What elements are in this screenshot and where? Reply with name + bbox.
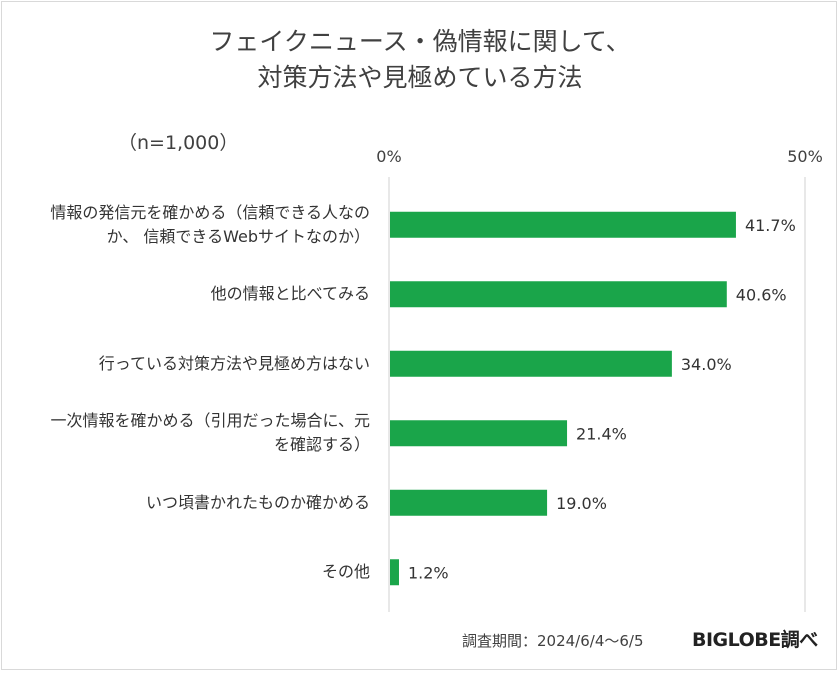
category-label-line: いつ頃書かれたものか確かめる <box>145 492 370 512</box>
category-label-line: を確認する） <box>273 435 370 455</box>
x-tick-label: 50% <box>787 147 823 166</box>
category-label: 行っている対策方法や見極め方はない <box>99 352 370 376</box>
value-label: 1.2% <box>408 563 449 582</box>
value-label: 21.4% <box>576 424 627 443</box>
x-tick-label: 0% <box>376 147 401 166</box>
sample-size-note: （n=1,000） <box>118 132 239 154</box>
category-label: 情報の発信元を確かめる（信頼できる人なのか、 信頼できるWebサイトなのか） <box>50 201 370 249</box>
category-label-line: 行っている対策方法や見極め方はない <box>98 353 370 373</box>
bar <box>390 281 727 308</box>
category-label-line: その他 <box>321 562 370 582</box>
bar <box>390 489 548 516</box>
chart-title-line1: フェイクニュース・偽情報に関して、 <box>209 27 631 56</box>
category-label-line: 情報の発信元を確かめる（信頼できる人なの <box>50 202 370 222</box>
bar <box>390 559 399 586</box>
value-label: 34.0% <box>681 355 732 374</box>
chart-title-line2: 対策方法や見極めている方法 <box>257 63 583 92</box>
category-label: いつ頃書かれたものか確かめる <box>146 491 370 515</box>
brand-credit: BIGLOBE調べ <box>692 629 818 651</box>
bar <box>390 350 672 377</box>
value-label: 19.0% <box>556 494 607 513</box>
value-label: 40.6% <box>736 285 787 304</box>
category-label-line: 一次情報を確かめる（引用だった場合に、元 <box>50 411 370 431</box>
survey-period: 調査期間：2024/6/4～6/5 <box>462 632 644 650</box>
category-label-line: 他の情報と比べてみる <box>210 284 370 304</box>
category-label: その他 <box>322 560 370 584</box>
chart-title: フェイクニュース・偽情報に関して、 対策方法や見極めている方法 <box>0 24 840 96</box>
bar <box>390 420 568 447</box>
value-label: 41.7% <box>745 216 796 235</box>
category-label: 一次情報を確かめる（引用だった場合に、元を確認する） <box>50 409 370 457</box>
bar <box>390 211 736 238</box>
category-label: 他の情報と比べてみる <box>211 282 370 306</box>
category-label-line: か、 信頼できるWebサイトなのか） <box>106 226 370 246</box>
